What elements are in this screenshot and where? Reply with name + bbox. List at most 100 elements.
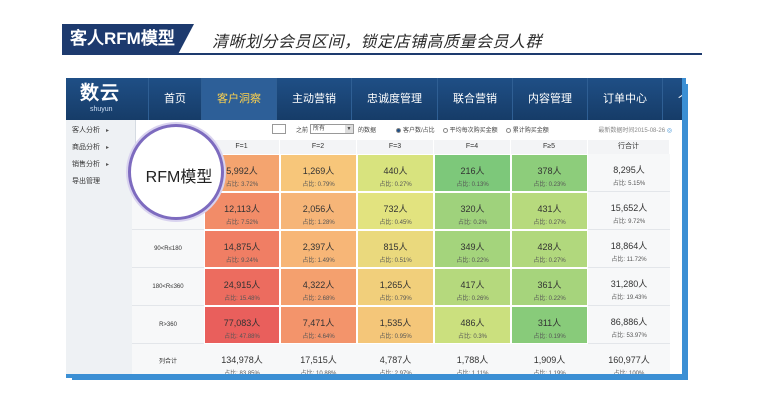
- metric-radio[interactable]: 累计购买金额: [505, 128, 549, 134]
- column-total-share: 占比: 1.19%: [533, 371, 566, 374]
- metric-radio[interactable]: 平均每次购买金额: [442, 128, 498, 134]
- cell-share: 占比: 0.19%: [533, 334, 566, 340]
- update-time-text: 最新数据时间2015-08-26: [598, 128, 666, 134]
- logo-subtext: shuyun: [90, 106, 113, 113]
- column-total: 1,909人占比: 1.19%: [511, 344, 588, 374]
- metric-radio-label: 平均每次购买金额: [449, 128, 498, 134]
- scope-select-value: 所有: [313, 126, 326, 132]
- cell-share: 占比: 0.13%: [456, 182, 489, 188]
- radio-icon: [505, 128, 511, 133]
- row-total-count: 86,886人: [610, 317, 648, 327]
- rfm-cell[interactable]: 431人 占比: 0.27%: [511, 192, 588, 230]
- rfm-cell[interactable]: 417人占比: 0.26%: [434, 268, 511, 306]
- rfm-cell[interactable]: 77,083人 占比: 47.88%: [204, 306, 280, 344]
- sidebar-item[interactable]: 销售分析 ▸: [66, 159, 135, 171]
- banner-tag: 客人RFM模型: [62, 24, 194, 54]
- rfm-cell[interactable]: 349人 占比: 0.22%: [434, 230, 511, 268]
- rfm-cell[interactable]: 486人 占比: 0.3%: [434, 306, 511, 344]
- cell-count: 5,992人: [226, 166, 258, 176]
- rfm-cell[interactable]: 1,265人 占比: 0.79%: [357, 268, 434, 306]
- rfm-cell[interactable]: 361人 占比: 0.22%: [511, 268, 588, 306]
- rfm-cell[interactable]: 12,113人 占比: 7.52%: [204, 192, 280, 230]
- scope-select[interactable]: 所有 ▼: [310, 124, 354, 134]
- nav-item[interactable]: 内容管理: [512, 78, 587, 120]
- rfm-cell[interactable]: 440人 占比: 0.27%: [357, 154, 434, 192]
- caret-right-icon: ▸: [106, 162, 110, 168]
- metric-radio[interactable]: 客户数/占比: [396, 128, 435, 134]
- app-logo[interactable]: 数云 shuyun: [80, 82, 120, 114]
- sidebar-item-label: 客人分析: [72, 127, 100, 134]
- sidebar: 客人分析 ▸ 商品分析 ▸ 销售分析 ▸ 导出管理: [66, 120, 136, 374]
- nav-item[interactable]: 客户洞察: [201, 78, 276, 120]
- column-total: 17,515人 占比: 10.88%: [280, 344, 357, 374]
- cell-count: 732人: [383, 204, 408, 214]
- metric-radio-group: 客户数/占比 平均每次购买金额 累计购买金额: [396, 125, 557, 134]
- cell-share: 占比: 0.3%: [457, 334, 487, 340]
- column-total-share: 占比: 83.85%: [224, 371, 260, 374]
- cell-share: 占比: 1.49%: [302, 258, 335, 264]
- cell-share: 占比: 0.26%: [456, 296, 489, 302]
- rfm-cell[interactable]: 4,322人 占比: 2.68%: [280, 268, 357, 306]
- rfm-cell[interactable]: 2,056人 占比: 1.28%: [280, 192, 357, 230]
- rfm-cell[interactable]: 216人占比: 0.13%: [434, 154, 511, 192]
- grand-total-count: 160,977人: [608, 355, 650, 365]
- period-select[interactable]: [272, 124, 286, 134]
- row-label: 90<R≤180: [132, 230, 204, 268]
- nav-item[interactable]: 个性化: [662, 78, 682, 120]
- cell-count: 216人: [460, 166, 485, 176]
- logo-text: 数云: [80, 83, 121, 104]
- cell-count: 440人: [383, 166, 408, 176]
- cell-count: 1,535人: [379, 318, 412, 328]
- rfm-cell[interactable]: 732人 占比: 0.45%: [357, 192, 434, 230]
- rfm-cell[interactable]: 7,471人占比: 4.64%: [280, 306, 357, 344]
- rfm-cell[interactable]: 311人 占比: 0.19%: [511, 306, 588, 344]
- rfm-cell[interactable]: 815人 占比: 0.51%: [357, 230, 434, 268]
- rfm-cell[interactable]: 14,875人 占比: 9.24%: [204, 230, 280, 268]
- cell-count: 7,471人: [302, 318, 335, 328]
- grand-total: 160,977人 占比: 100%: [588, 344, 670, 374]
- row-total-share: 占比: 11.72%: [611, 257, 647, 263]
- column-total-count: 134,978人: [221, 355, 263, 365]
- nav-item[interactable]: 订单中心: [587, 78, 662, 120]
- rfm-cell[interactable]: 24,915人 占比: 15.48%: [204, 268, 280, 306]
- column-total-share: 占比: 1.11%: [456, 371, 489, 374]
- row-total: 31,280人 占比: 19.43%: [588, 268, 670, 306]
- radio-icon: [442, 128, 448, 133]
- column-total: 4,787人 占比: 2.97%: [357, 344, 434, 374]
- cell-count: 4,322人: [302, 280, 335, 290]
- rfm-cell[interactable]: 378人 占比: 0.23%: [511, 154, 588, 192]
- sidebar-item[interactable]: 商品分析 ▸: [66, 142, 135, 154]
- cell-count: 417人: [460, 280, 485, 290]
- rfm-cell[interactable]: 428人 占比: 0.27%: [511, 230, 588, 268]
- cell-share: 占比: 4.64%: [302, 334, 335, 340]
- cell-count: 2,056人: [302, 204, 335, 214]
- column-total-count: 1,909人: [533, 355, 566, 365]
- cell-count: 361人: [537, 280, 562, 290]
- row-total: 18,864人 占比: 11.72%: [588, 230, 670, 268]
- magnifier-callout: RFM模型: [128, 124, 224, 220]
- rfm-cell[interactable]: 2,397人占比: 1.49%: [280, 230, 357, 268]
- banner-slogan: 清晰划分会员区间，锁定店铺高质量会员人群: [212, 34, 543, 51]
- nav-item[interactable]: 首页: [148, 78, 201, 120]
- rfm-cell[interactable]: 320人 占比: 0.2%: [434, 192, 511, 230]
- column-header: F≥5: [511, 140, 588, 154]
- cell-count: 2,397人: [302, 242, 335, 252]
- sidebar-item[interactable]: 导出管理: [66, 176, 135, 188]
- cell-count: 378人: [537, 166, 562, 176]
- magnifier-label: RFM模型: [145, 169, 213, 186]
- rfm-cell[interactable]: 1,535人 占比: 0.95%: [357, 306, 434, 344]
- nav-item[interactable]: 忠诚度管理: [351, 78, 437, 120]
- cell-count: 349人: [460, 242, 485, 252]
- cell-count: 12,113人: [224, 204, 260, 214]
- sidebar-item[interactable]: 客人分析 ▸: [66, 125, 135, 137]
- rfm-cell[interactable]: 1,269人 占比: 0.79%: [280, 154, 357, 192]
- caret-right-icon: ▸: [106, 145, 110, 151]
- cell-count: 24,915人: [223, 280, 261, 290]
- refresh-icon[interactable]: ◎: [666, 128, 672, 134]
- column-header: F=4: [434, 140, 511, 154]
- row-total-count: 8,295人: [613, 165, 645, 175]
- cell-share: 占比: 3.72%: [225, 182, 259, 188]
- nav-item[interactable]: 联合营销: [437, 78, 512, 120]
- nav-item[interactable]: 主动营销: [276, 78, 351, 120]
